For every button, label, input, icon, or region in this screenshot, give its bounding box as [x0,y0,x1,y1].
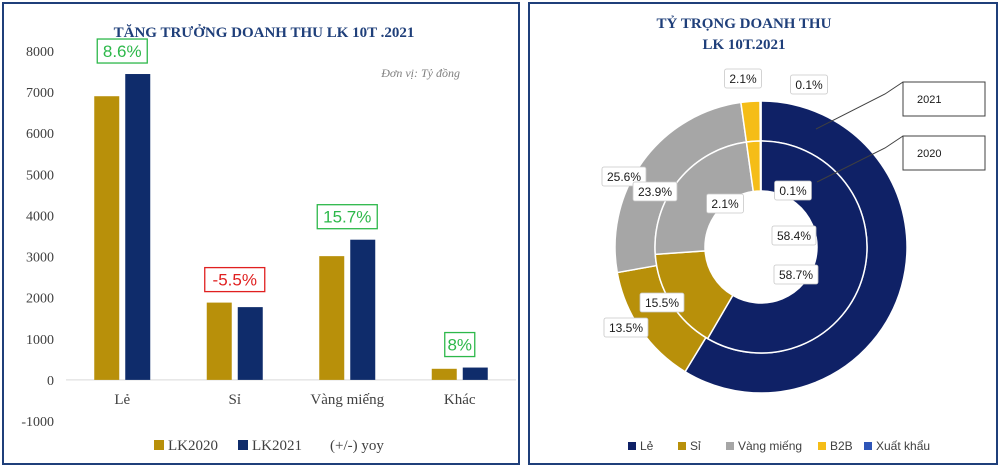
bar-lk2021 [237,307,263,380]
legend-swatch-si [678,442,686,450]
data-label-box [603,317,649,338]
bar-lk2020 [319,256,345,380]
yoy-label: 8.6% [96,38,148,64]
data-label-text: 2.1% [711,197,739,211]
bar-lk2020 [206,302,232,380]
data-label: 58.7% [773,264,819,285]
legend-label-lk2020: LK2020 [168,438,218,454]
yoy-label-text: 15.7% [323,208,371,227]
yoy-label-box [204,266,266,293]
legend-label-yoy: (+/-) yoy [330,438,384,454]
revenue-growth-panel: TĂNG TRƯỞNG DOANH THU LK 10T .2021 Đơn v… [2,2,520,465]
bar-lk2021 [350,239,376,380]
legend-label-le: Lẻ [640,439,654,453]
data-label: 2.1% [724,68,762,89]
y-tick-label: 4000 [26,209,54,224]
ring-callout-2021: 2021 [815,81,986,130]
data-label-box [706,193,744,214]
slice-2020-vang-mieng [654,141,755,256]
revenue-share-panel: TỶ TRỌNG DOANH THU LK 10T.2021 2021 2020 … [528,2,998,465]
category-label: Vàng miếng [310,392,384,408]
y-tick-label: 3000 [26,251,54,266]
y-tick-label: 5000 [26,168,54,183]
data-label-text: 23.9% [638,185,672,199]
donut-title-line2: LK 10T.2021 [702,37,785,53]
data-label-text: 0.1% [795,78,823,92]
data-label: 23.9% [632,181,678,202]
yoy-label-text: 8.6% [103,42,142,61]
data-label-box [632,181,678,202]
bar-lk2020 [94,96,120,380]
donut-title-line1: TỶ TRỌNG DOANH THU [657,15,832,32]
legend-swatch-xuat-khau [864,442,872,450]
data-label-box [790,74,828,95]
data-label: 0.1% [774,180,812,201]
data-label-text: 13.5% [609,321,643,335]
data-label-box [639,292,685,313]
bar-lk2020 [431,368,457,380]
data-label: 15.5% [639,292,685,313]
data-label-box [774,180,812,201]
unit-note: Đơn vị: Tỷ đồng [380,66,460,80]
yoy-label-box [444,331,476,358]
data-label-box [724,68,762,89]
y-tick-label: 7000 [26,86,54,101]
slice-2021-xuat-khau [759,100,762,142]
data-label-text: 25.6% [607,170,641,184]
data-label-box [773,264,819,285]
data-label-text: 2.1% [729,72,757,86]
legend-label-vang-mieng: Vàng miếng [738,439,802,453]
revenue-growth-bar-chart: TĂNG TRƯỞNG DOANH THU LK 10T .2021 Đơn v… [21,24,516,454]
data-label-text: 0.1% [779,184,807,198]
y-tick-label: 2000 [26,292,54,307]
y-tick-label: 1000 [26,333,54,348]
callout-text: 2021 [917,94,941,106]
data-label: 2.1% [706,193,744,214]
y-tick-label: 6000 [26,127,54,142]
data-label-text: 58.7% [779,268,813,282]
legend-swatch-lk2021 [238,440,248,450]
yoy-label-box [96,38,148,64]
data-label-text: 58.4% [777,229,811,243]
legend-swatch-b2b [818,442,826,450]
data-label-box [771,225,817,246]
data-label: 13.5% [603,317,649,338]
callout-leader-line [816,135,904,183]
legend-label-lk2021: LK2021 [252,438,302,454]
legend-label-b2b: B2B [830,439,853,453]
ring-callout-2020: 2020 [816,135,986,183]
y-tick-label: -1000 [21,415,54,430]
yoy-label-box [316,204,378,230]
bar-chart-title: TĂNG TRƯỞNG DOANH THU LK 10T .2021 [114,24,415,41]
yoy-label: 15.7% [316,204,378,230]
yoy-label-text: -5.5% [213,271,257,290]
bar-lk2021 [462,367,488,380]
category-label: Khác [444,392,476,408]
data-label: 0.1% [790,74,828,95]
legend-swatch-le [628,442,636,450]
category-label: Sỉ [228,392,241,408]
callout-leader-line [815,81,904,130]
yoy-label: 8% [444,331,476,358]
yoy-label: -5.5% [204,266,266,293]
yoy-label-text: 8% [447,336,472,355]
category-label: Lẻ [114,392,130,408]
legend-swatch-vang-mieng [726,442,734,450]
data-label-text: 15.5% [645,296,679,310]
bar-lk2021 [125,74,151,380]
data-label: 25.6% [601,166,647,187]
data-label: 58.4% [771,225,817,246]
y-tick-label: 8000 [26,45,54,60]
callout-box [902,81,986,117]
legend-swatch-lk2020 [154,440,164,450]
legend-label-si: Sỉ [690,439,701,453]
slice-2020-xuat-khau [759,140,762,192]
callout-text: 2020 [917,148,941,160]
revenue-share-donut-chart: TỶ TRỌNG DOANH THU LK 10T.2021 20212020 … [601,15,986,453]
legend-label-xuat-khau: Xuất khẩu [876,439,930,453]
y-tick-label: 0 [47,374,54,389]
data-label-box [601,166,647,187]
callout-box [902,135,986,171]
